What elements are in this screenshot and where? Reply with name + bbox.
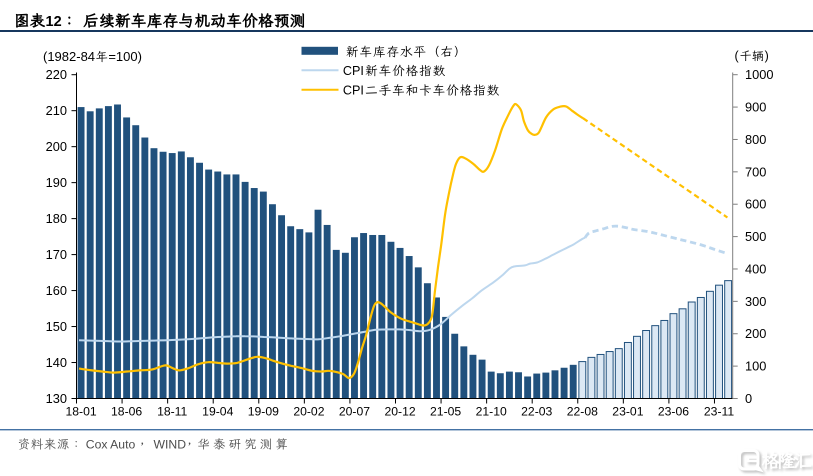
svg-text:800: 800 [745, 132, 766, 147]
svg-text:=100): =100) [108, 49, 142, 64]
svg-text:100: 100 [745, 359, 766, 374]
svg-text:WIND: WIND [154, 437, 187, 451]
svg-text:900: 900 [745, 100, 766, 115]
svg-text:200: 200 [745, 326, 766, 341]
svg-text:300: 300 [745, 294, 766, 309]
svg-text:1000: 1000 [745, 67, 773, 82]
svg-text:21-05: 21-05 [430, 405, 461, 419]
svg-text:20-12: 20-12 [384, 405, 415, 419]
svg-text:200: 200 [46, 139, 67, 154]
svg-text:19-04: 19-04 [202, 405, 233, 419]
svg-text:190: 190 [46, 175, 67, 190]
svg-text:23-11: 23-11 [704, 405, 734, 419]
svg-text:(1982-84: (1982-84 [43, 49, 95, 64]
svg-text:12: 12 [46, 14, 62, 30]
svg-text:700: 700 [745, 164, 766, 179]
svg-text:(: ( [735, 49, 740, 63]
svg-text:18-11: 18-11 [157, 405, 187, 419]
svg-text:18-01: 18-01 [65, 405, 96, 419]
svg-text:140: 140 [46, 355, 67, 370]
svg-text:400: 400 [745, 261, 766, 276]
svg-text:23-06: 23-06 [658, 405, 689, 419]
svg-text:150: 150 [46, 319, 67, 334]
svg-text:19-09: 19-09 [248, 405, 279, 419]
svg-text:500: 500 [745, 229, 766, 244]
svg-text:220: 220 [46, 67, 67, 82]
svg-text:170: 170 [46, 247, 67, 262]
svg-text:600: 600 [745, 197, 766, 212]
svg-text:0: 0 [745, 391, 752, 406]
svg-text:20-02: 20-02 [293, 405, 324, 419]
svg-text:18-06: 18-06 [111, 405, 142, 419]
svg-text:210: 210 [46, 103, 67, 118]
svg-text:): ) [765, 49, 769, 63]
svg-text:20-07: 20-07 [339, 405, 370, 419]
svg-text:23-01: 23-01 [612, 405, 643, 419]
svg-text:21-10: 21-10 [476, 405, 507, 419]
svg-text:180: 180 [46, 211, 67, 226]
svg-text:130: 130 [46, 391, 67, 406]
svg-text:160: 160 [46, 283, 67, 298]
svg-text:CPI: CPI [343, 64, 364, 78]
svg-text:Cox Auto: Cox Auto [86, 437, 136, 451]
svg-text:22-08: 22-08 [567, 405, 598, 419]
svg-text:22-03: 22-03 [521, 405, 552, 419]
svg-text:CPI: CPI [343, 84, 364, 98]
